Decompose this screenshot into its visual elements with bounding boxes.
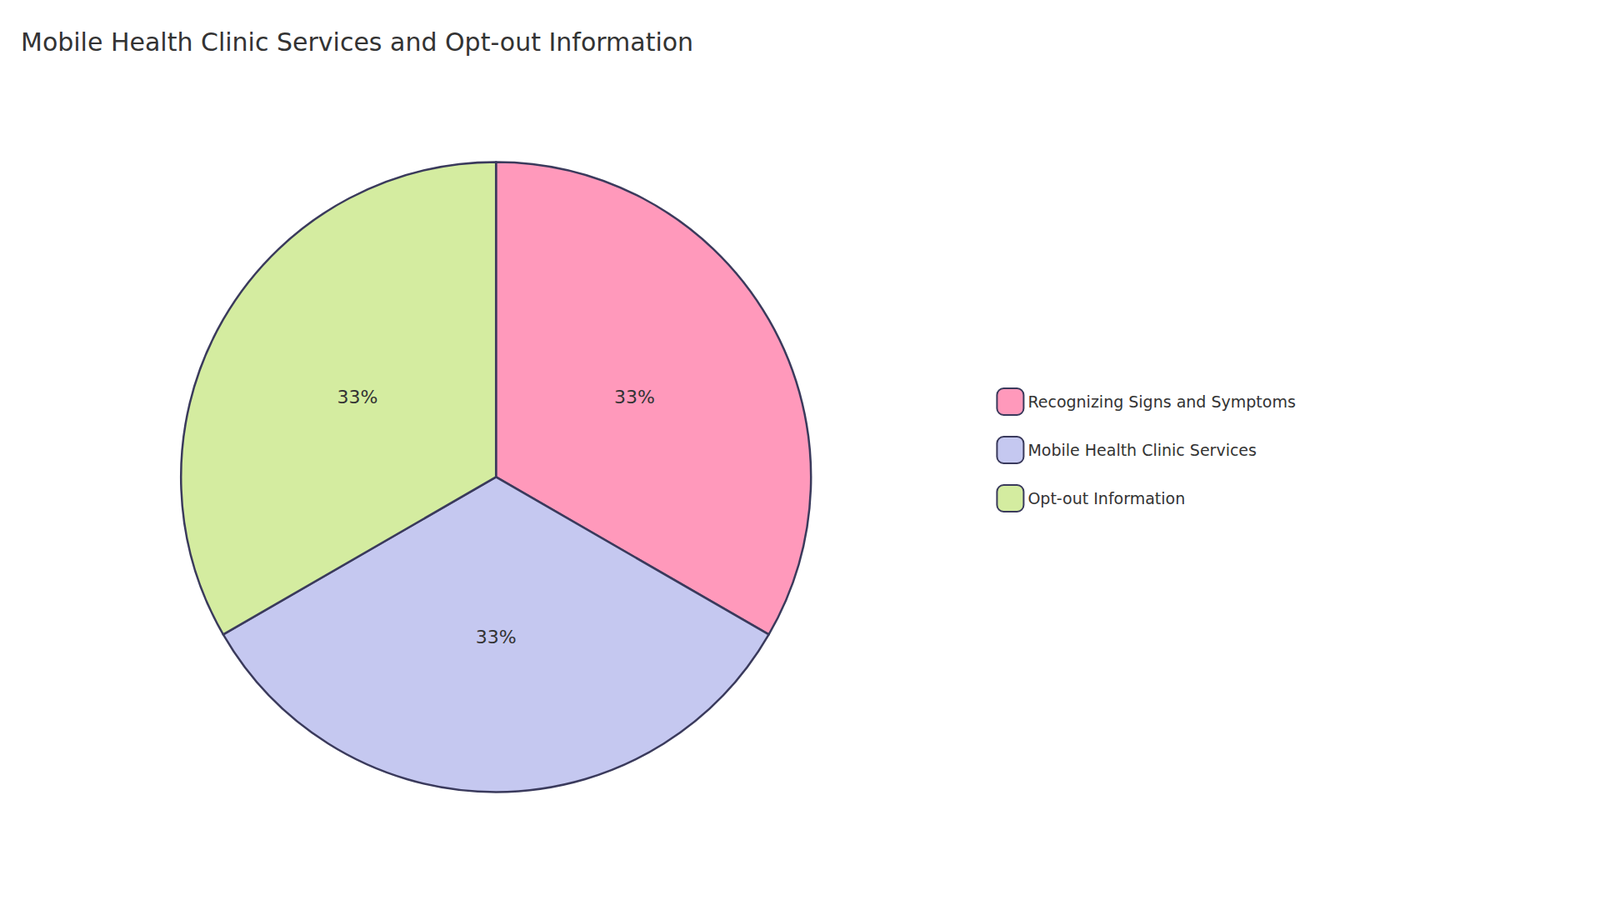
svg-text:33%: 33% xyxy=(475,626,517,648)
svg-text:Opt-out Information: Opt-out Information xyxy=(1027,489,1185,508)
svg-text:33%: 33% xyxy=(336,386,378,408)
svg-text:Mobile Health Clinic Services: Mobile Health Clinic Services xyxy=(1027,440,1257,460)
svg-text:Mobile Health Clinic Services: Mobile Health Clinic Services and Opt-ou… xyxy=(20,27,694,57)
svg-text:33%: 33% xyxy=(614,386,655,408)
svg-text:Recognizing Signs and Symptoms: Recognizing Signs and Symptoms xyxy=(1027,392,1295,411)
